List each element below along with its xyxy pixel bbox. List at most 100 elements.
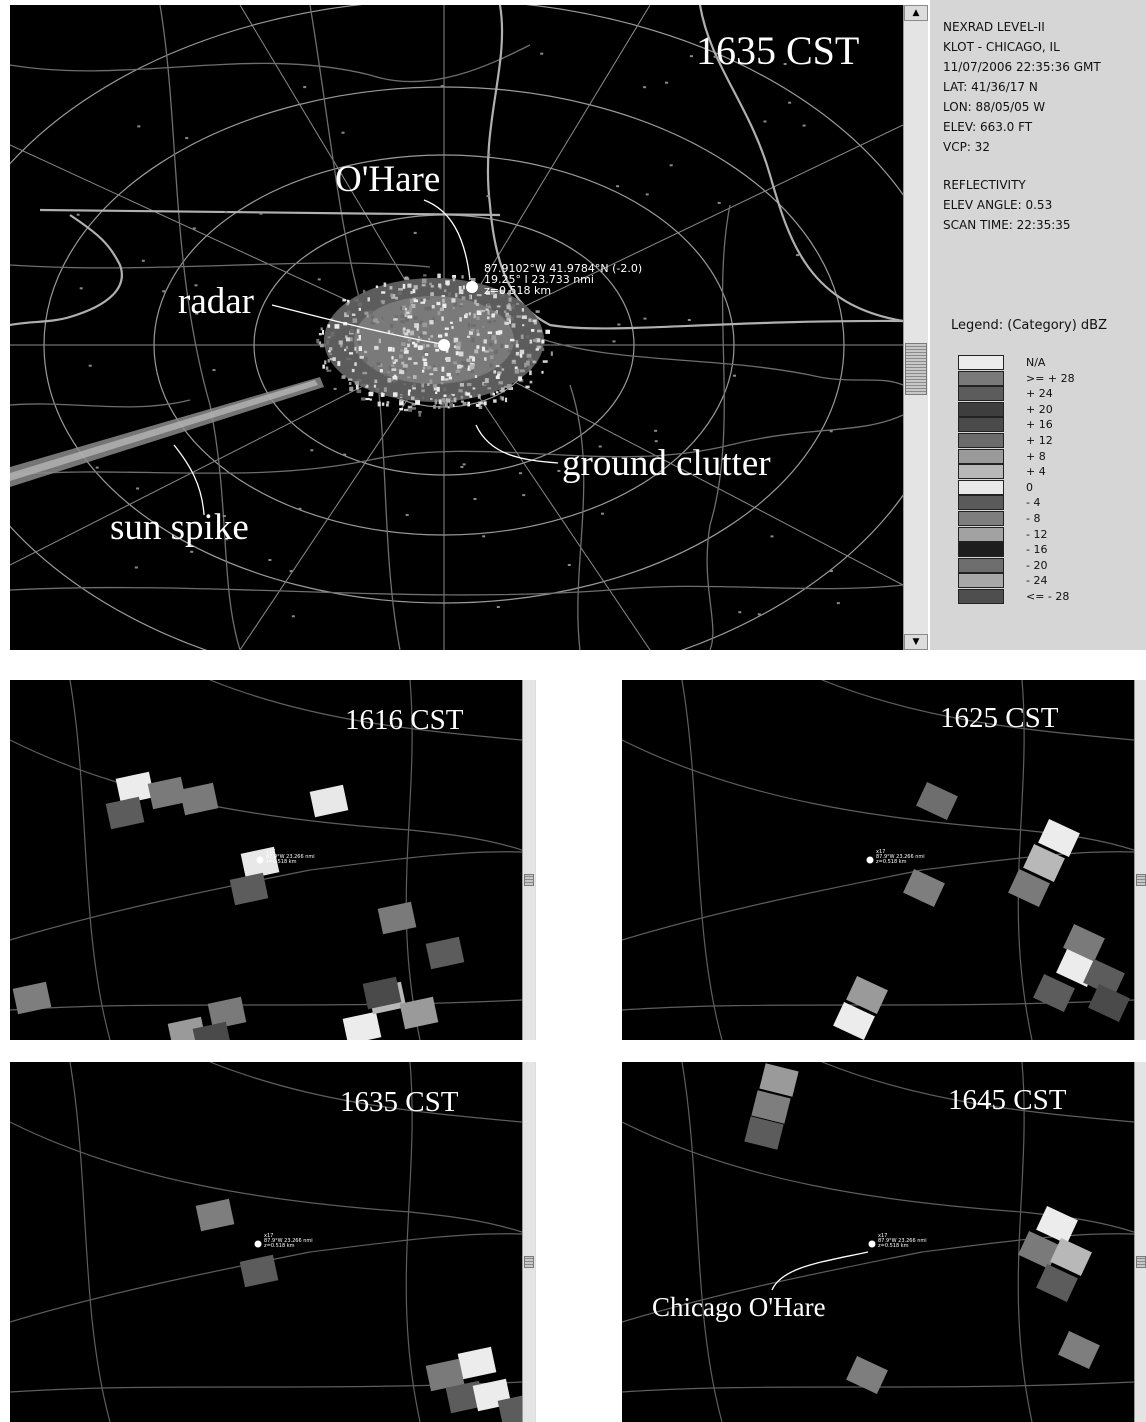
clutter-echo — [410, 303, 416, 309]
clutter-echo — [403, 383, 406, 386]
clutter-echo — [486, 304, 491, 308]
main-radar-map — [10, 5, 903, 650]
panel-scrollbar[interactable] — [1134, 680, 1146, 1040]
clutter-echo — [430, 398, 433, 401]
clutter-echo — [386, 403, 389, 407]
legend-swatch — [958, 355, 1004, 370]
scrollbar-thumb[interactable] — [1136, 1256, 1146, 1268]
reflectivity-cell — [239, 1254, 279, 1288]
clutter-echo — [420, 333, 423, 338]
clutter-echo — [373, 384, 377, 388]
clutter-echo — [616, 185, 620, 188]
clutter-echo — [338, 340, 343, 345]
clutter-echo — [402, 327, 406, 331]
arrow-up-icon[interactable]: ▲ — [904, 5, 928, 21]
legend-label: <= - 28 — [1026, 590, 1070, 603]
clutter-echo — [497, 373, 501, 376]
main-radar-view[interactable]: 1635 CST O'Hare radar ground clutter sun… — [10, 5, 903, 650]
clutter-echo — [346, 310, 351, 315]
clutter-echo — [423, 274, 427, 277]
panel-scrollbar[interactable] — [1134, 1062, 1146, 1422]
road-line — [405, 1062, 421, 1422]
main-scrollbar[interactable]: ▲ ▼ — [903, 5, 928, 650]
clutter-echo — [783, 63, 787, 65]
clutter-echo — [354, 381, 359, 385]
clutter-echo — [464, 364, 467, 368]
arrow-down-icon[interactable]: ▼ — [904, 634, 928, 650]
radar-panel-1[interactable]: x17 87.9°W 23.266 nmi z=0.518 km 1616 CST — [10, 680, 522, 1040]
radar-panel-3[interactable]: x17 87.9°W 23.266 nmi z=0.518 km 1635 CST — [10, 1062, 522, 1422]
road-line — [622, 739, 1134, 851]
clutter-echo — [476, 333, 480, 336]
clutter-echo — [402, 364, 408, 368]
clutter-echo — [483, 401, 487, 406]
clutter-echo — [446, 372, 451, 377]
clutter-echo — [320, 327, 323, 331]
clutter-echo — [434, 399, 438, 405]
legend-swatch — [958, 386, 1004, 402]
clutter-echo — [466, 358, 470, 363]
product-line: REFLECTIVITY — [943, 178, 1026, 192]
reflectivity-cell — [1050, 1238, 1092, 1276]
clutter-echo — [303, 86, 307, 89]
cursor-readout: 87.9102°W 41.9784°N (-2.0) 19.25° I 23.7… — [484, 263, 642, 296]
clutter-echo — [422, 322, 428, 328]
clutter-echo — [420, 298, 424, 302]
radar-panel-2[interactable]: x17 87.9°W 23.266 nmi z=0.518 km 1625 CST — [622, 680, 1134, 1040]
clutter-echo — [486, 303, 491, 306]
clutter-echo — [137, 125, 141, 128]
road-line — [10, 999, 522, 1011]
clutter-echo — [478, 405, 483, 409]
scrollbar-thumb[interactable] — [524, 874, 534, 886]
clutter-echo — [421, 369, 425, 373]
panel-scrollbar[interactable] — [522, 680, 535, 1040]
clutter-echo — [416, 339, 420, 343]
clutter-echo — [567, 564, 571, 566]
scrollbar-thumb[interactable] — [1136, 874, 1146, 886]
clutter-echo — [451, 326, 454, 329]
clutter-echo — [373, 318, 378, 323]
clutter-echo — [375, 387, 380, 393]
reflectivity-cell — [342, 1011, 382, 1040]
clutter-echo — [361, 383, 367, 387]
clutter-echo — [376, 362, 381, 366]
clutter-echo — [455, 369, 461, 374]
panel-readout-line: x17 — [878, 1233, 888, 1239]
clutter-echo — [476, 345, 480, 349]
clutter-echo — [455, 351, 459, 356]
clutter-echo — [545, 329, 550, 334]
clutter-echo — [389, 286, 393, 290]
clutter-echo — [489, 342, 493, 346]
clutter-echo — [386, 401, 390, 404]
clutter-echo — [536, 345, 542, 349]
clutter-echo — [441, 316, 444, 321]
clutter-echo — [330, 358, 335, 361]
clutter-echo — [488, 305, 491, 308]
panel-scrollbar[interactable] — [522, 1062, 535, 1422]
panel-readout: x17 87.9°W 23.266 nmi z=0.518 km — [876, 850, 925, 865]
legend-label: - 24 — [1026, 574, 1048, 588]
clutter-echo — [461, 296, 466, 300]
scrollbar-thumb[interactable] — [524, 1256, 534, 1268]
clutter-echo — [424, 353, 429, 356]
panel-readout-line: z=0.518 km — [878, 1243, 909, 1249]
radar-panel-4[interactable]: x17 87.9°W 23.266 nmi z=0.518 km 1645 CST Ch… — [622, 1062, 1134, 1422]
panel-time-label: 1625 CST — [940, 702, 1059, 734]
clutter-echo — [612, 340, 616, 343]
clutter-echo — [493, 293, 497, 299]
legend-swatch — [958, 433, 1004, 448]
clutter-echo — [409, 299, 414, 304]
chicago-ohare-annotation: Chicago O'Hare — [652, 1292, 826, 1322]
scrollbar-thumb[interactable] — [905, 343, 927, 395]
clutter-echo — [408, 389, 411, 392]
readout-line-2: 19.25° I 23.733 nmi — [484, 273, 594, 286]
legend-label: + 16 — [1026, 418, 1053, 432]
clutter-echo — [327, 324, 331, 328]
clutter-echo — [421, 278, 427, 284]
clutter-echo — [404, 310, 407, 316]
clutter-echo — [357, 340, 361, 345]
clutter-echo — [268, 559, 272, 561]
clutter-echo — [406, 311, 410, 315]
clutter-echo — [358, 302, 363, 307]
panel-time-label: 1635 CST — [340, 1086, 459, 1118]
